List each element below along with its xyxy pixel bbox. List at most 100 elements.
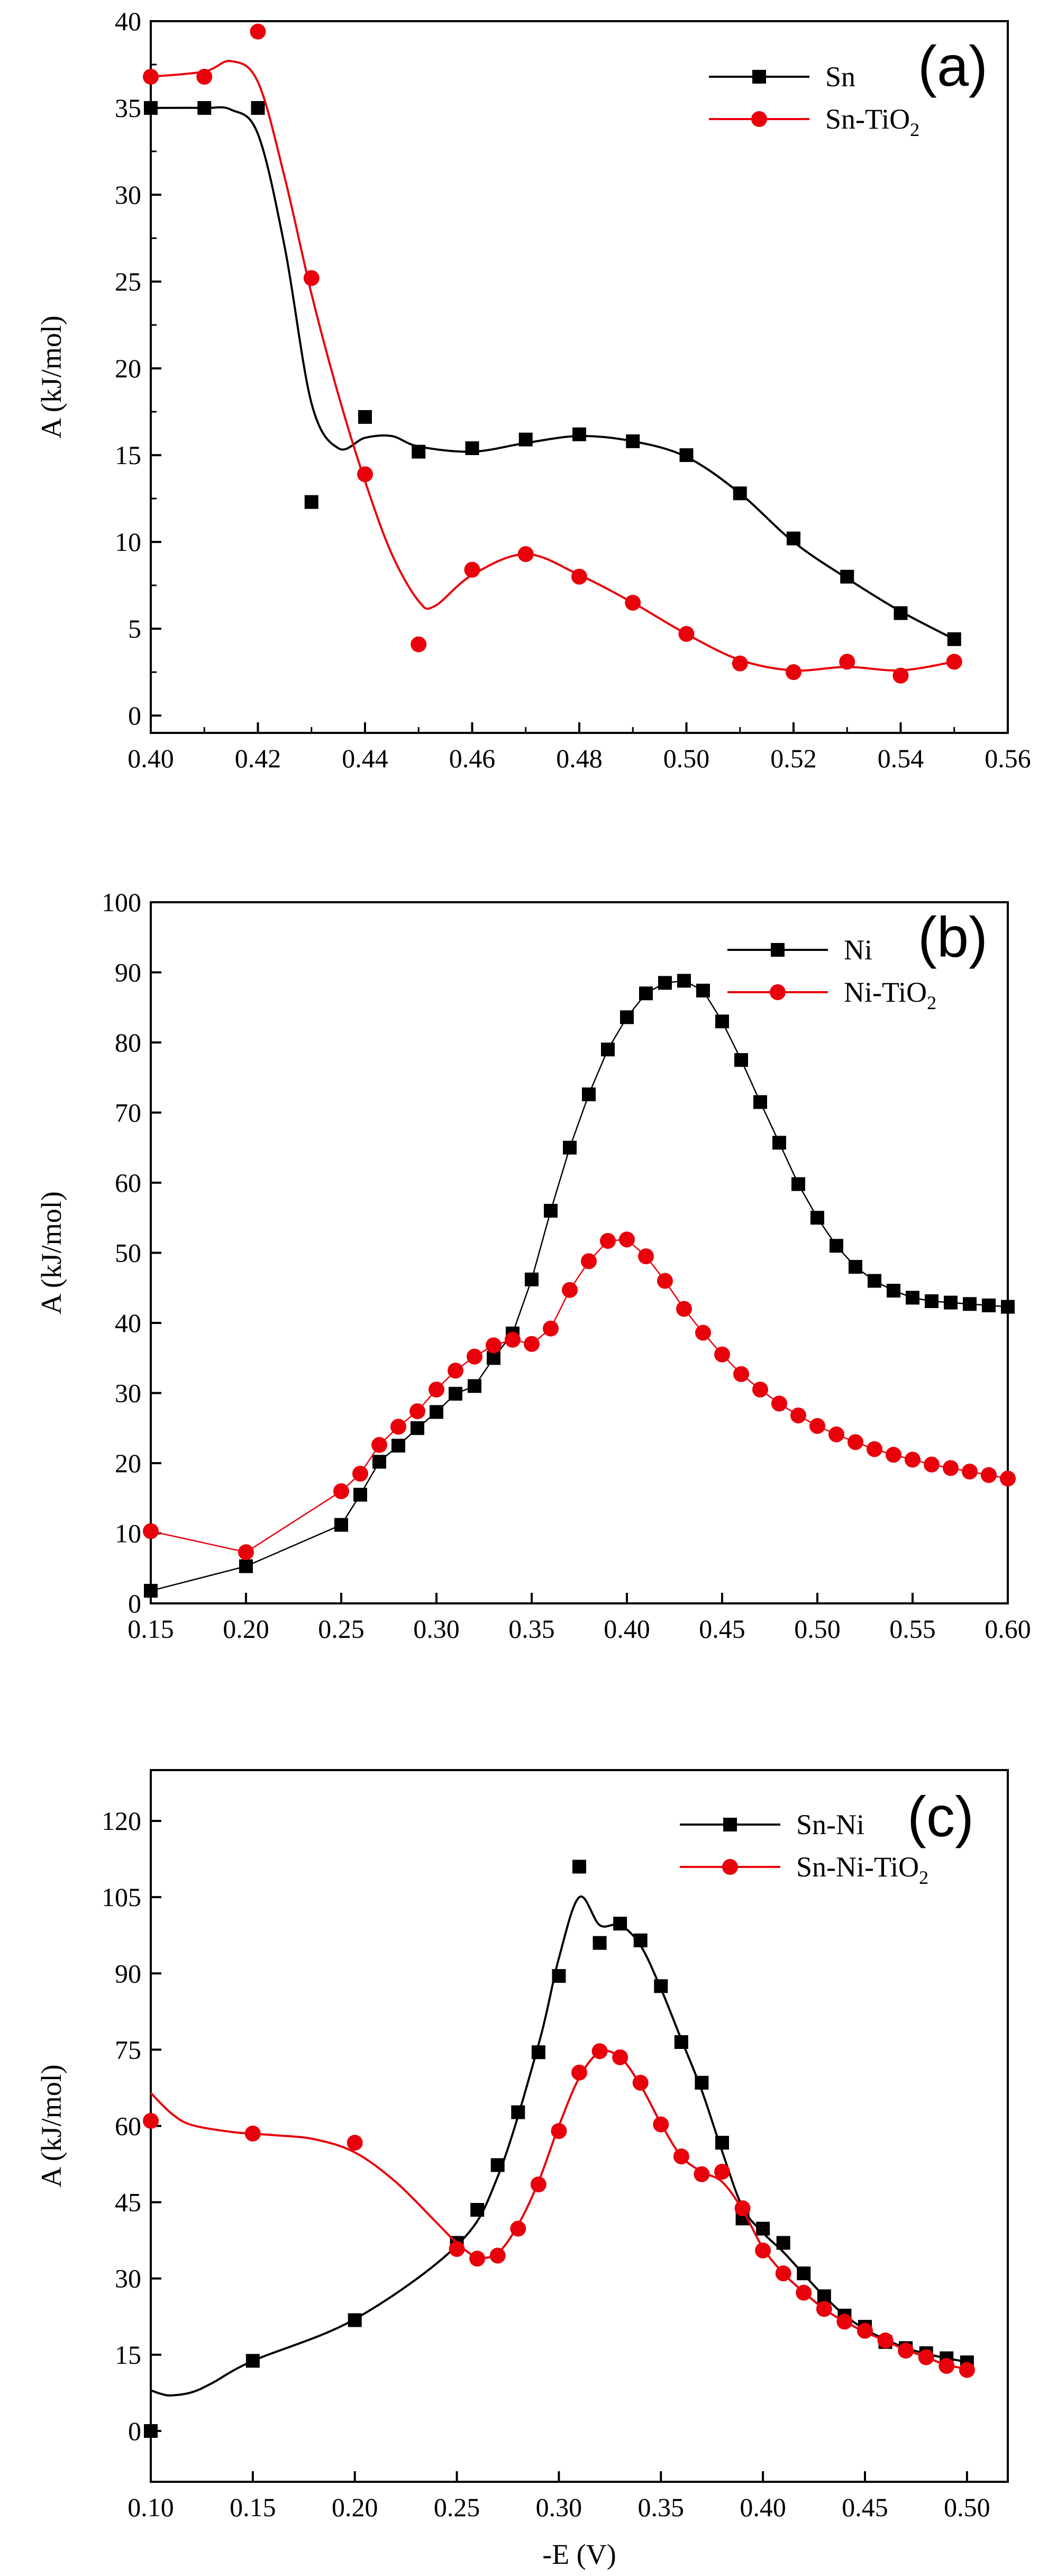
data-point: [467, 1348, 482, 1365]
data-point: [244, 2125, 261, 2142]
data-point: [828, 1426, 844, 1443]
data-point: [391, 1438, 405, 1453]
y-tick-label: 45: [115, 2188, 141, 2217]
data-point: [938, 2357, 955, 2374]
data-point: [303, 270, 320, 286]
y-tick-label: 15: [115, 2340, 141, 2370]
data-point: [251, 101, 265, 115]
legend-marker: [752, 70, 766, 84]
data-point: [775, 2265, 791, 2282]
y-tick-label: 30: [115, 180, 141, 210]
data-point: [304, 495, 318, 509]
data-point: [653, 2116, 669, 2133]
data-point: [830, 1239, 843, 1253]
y-tick-label: 40: [115, 1308, 141, 1338]
x-tick-label: 0.55: [889, 1614, 936, 1644]
series-sn-ni: [144, 1860, 974, 2438]
series-sn-tio2: [143, 23, 962, 684]
data-point: [518, 432, 533, 447]
data-point: [449, 2241, 465, 2257]
data-point: [791, 1177, 805, 1191]
data-point: [449, 1386, 462, 1401]
data-point: [347, 2135, 363, 2151]
data-point: [543, 1320, 559, 1337]
data-point: [810, 1211, 824, 1225]
data-point: [490, 2158, 505, 2172]
data-point: [905, 1452, 921, 1468]
data-point: [772, 1136, 786, 1150]
data-point: [714, 1346, 730, 1363]
x-axis-label: -E (V): [542, 2538, 616, 2570]
data-point: [238, 1544, 254, 1561]
data-point: [600, 1232, 616, 1249]
y-tick-label: 60: [115, 1168, 141, 1198]
x-tick-label: 0.52: [770, 743, 817, 773]
series-sn: [144, 101, 961, 646]
data-point: [581, 1253, 597, 1269]
x-tick-label: 0.60: [985, 1614, 1031, 1644]
data-point: [372, 1455, 386, 1469]
data-point: [582, 1087, 596, 1102]
legend-label: Sn: [825, 61, 855, 93]
x-tick-label: 0.35: [638, 2492, 685, 2522]
x-tick-label: 0.48: [556, 743, 603, 773]
data-point: [695, 2075, 709, 2090]
legend-label: Sn-Ni: [796, 1809, 864, 1840]
y-axis-label: A (kJ/mol): [35, 315, 67, 439]
legend-label: Sn-Ni-TiO2: [796, 1851, 928, 1888]
y-tick-label: 10: [115, 1519, 141, 1548]
data-point: [429, 1381, 444, 1398]
x-tick-label: 0.46: [449, 743, 496, 773]
y-tick-label: 80: [115, 1028, 141, 1057]
data-point: [505, 1331, 521, 1348]
y-axis-label: A (kJ/mol): [35, 2064, 67, 2188]
legend-entry: Ni: [727, 934, 872, 966]
data-point: [563, 1140, 577, 1155]
data-point: [894, 606, 908, 620]
data-point: [943, 1460, 959, 1476]
x-tick-label: 0.50: [663, 743, 710, 773]
data-point: [601, 1042, 615, 1057]
data-point: [348, 2313, 362, 2327]
legend-entry: Ni-TiO2: [727, 976, 936, 1013]
data-point: [334, 1518, 348, 1532]
data-point: [411, 636, 427, 652]
data-point: [674, 2035, 688, 2049]
y-tick-label: 60: [115, 2111, 141, 2141]
data-point: [352, 1465, 368, 1482]
data-point: [357, 466, 373, 483]
data-point: [755, 2242, 771, 2258]
data-point: [925, 1294, 938, 1308]
data-point: [796, 2284, 812, 2301]
y-tick-label: 15: [115, 440, 141, 470]
data-point: [868, 1274, 881, 1288]
x-tick-label: 0.30: [413, 1614, 460, 1644]
data-point: [714, 2163, 730, 2180]
data-point: [465, 441, 479, 455]
data-point: [946, 654, 962, 670]
y-tick-label: 25: [115, 267, 141, 296]
data-point: [358, 410, 372, 424]
data-point: [678, 626, 695, 642]
data-point: [333, 1483, 349, 1499]
legend-entry: Sn: [709, 61, 855, 93]
data-point: [470, 2203, 485, 2217]
data-point: [571, 568, 587, 585]
data-point: [612, 2049, 628, 2065]
data-point: [734, 2200, 751, 2217]
data-point: [625, 594, 641, 611]
data-point: [551, 2123, 567, 2139]
x-tick-label: 0.45: [842, 2492, 888, 2522]
data-point: [857, 2323, 873, 2339]
data-point: [524, 1336, 540, 1352]
data-point: [963, 1297, 977, 1311]
data-point: [947, 632, 961, 646]
data-point: [464, 561, 480, 578]
x-tick-label: 0.40: [127, 743, 174, 773]
x-tick-label: 0.56: [985, 743, 1031, 773]
data-point: [715, 2136, 729, 2150]
data-point: [239, 1559, 253, 1573]
y-tick-label: 20: [115, 353, 141, 383]
y-tick-label: 120: [102, 1806, 141, 1836]
data-point: [469, 2251, 486, 2267]
